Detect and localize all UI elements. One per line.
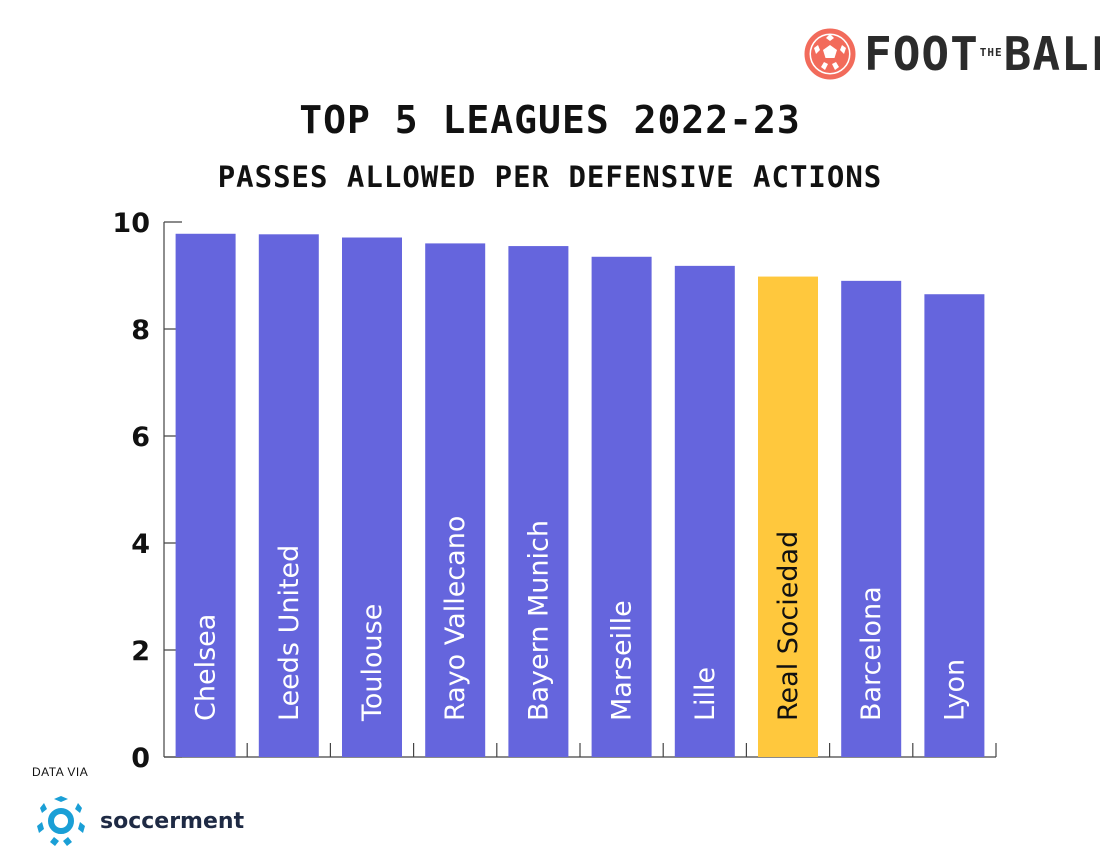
bar-label: Leeds United: [274, 545, 305, 721]
bar-bayern-munich: [508, 246, 569, 757]
data-via-label: DATA VIA: [32, 765, 89, 779]
y-tick-label: 10: [112, 208, 150, 239]
bar-label: Real Sociedad: [773, 531, 804, 721]
bar-barcelona: [841, 280, 902, 757]
bar-label: Lille: [690, 667, 721, 721]
soccerment-logo-icon: [37, 796, 85, 846]
chart-title: TOP 5 LEAGUES 2022-23: [299, 98, 801, 142]
football-icon: [804, 28, 856, 80]
bar-lille: [674, 265, 735, 757]
y-tick-label: 4: [131, 529, 150, 560]
bar-label: Marseille: [607, 600, 638, 721]
brand-wordmark: FOOT THE BALL: [864, 31, 1100, 77]
bar-chelsea: [175, 233, 236, 757]
bar-label: Chelsea: [191, 614, 222, 721]
brand-logo: FOOT THE BALL: [804, 28, 1100, 80]
chart-subtitle: PASSES ALLOWED PER DEFENSIVE ACTIONS: [217, 160, 883, 194]
brand-text-small: THE: [979, 45, 1003, 59]
bar-leeds-united: [258, 234, 319, 757]
y-tick-label: 0: [131, 743, 150, 774]
data-source: soccerment: [30, 790, 244, 852]
bar-label: Rayo Vallecano: [440, 516, 471, 721]
bar-label: Bayern Munich: [523, 520, 554, 721]
bar-lyon: [924, 294, 985, 757]
y-tick-label: 8: [131, 315, 150, 346]
bar-toulouse: [342, 237, 402, 757]
bar-label: Lyon: [939, 659, 970, 721]
brand-text-right: BALL: [1003, 27, 1100, 81]
source-name: soccerment: [100, 808, 245, 834]
bar-label: Toulouse: [357, 604, 388, 722]
bar-label: Barcelona: [856, 586, 887, 721]
y-tick-label: 6: [131, 422, 150, 453]
bar-rayo-vallecano: [425, 243, 486, 757]
bar-marseille: [591, 256, 652, 757]
y-tick-label: 2: [131, 636, 150, 667]
bar-real-sociedad: [758, 276, 818, 757]
brand-text-left: FOOT: [864, 27, 979, 81]
